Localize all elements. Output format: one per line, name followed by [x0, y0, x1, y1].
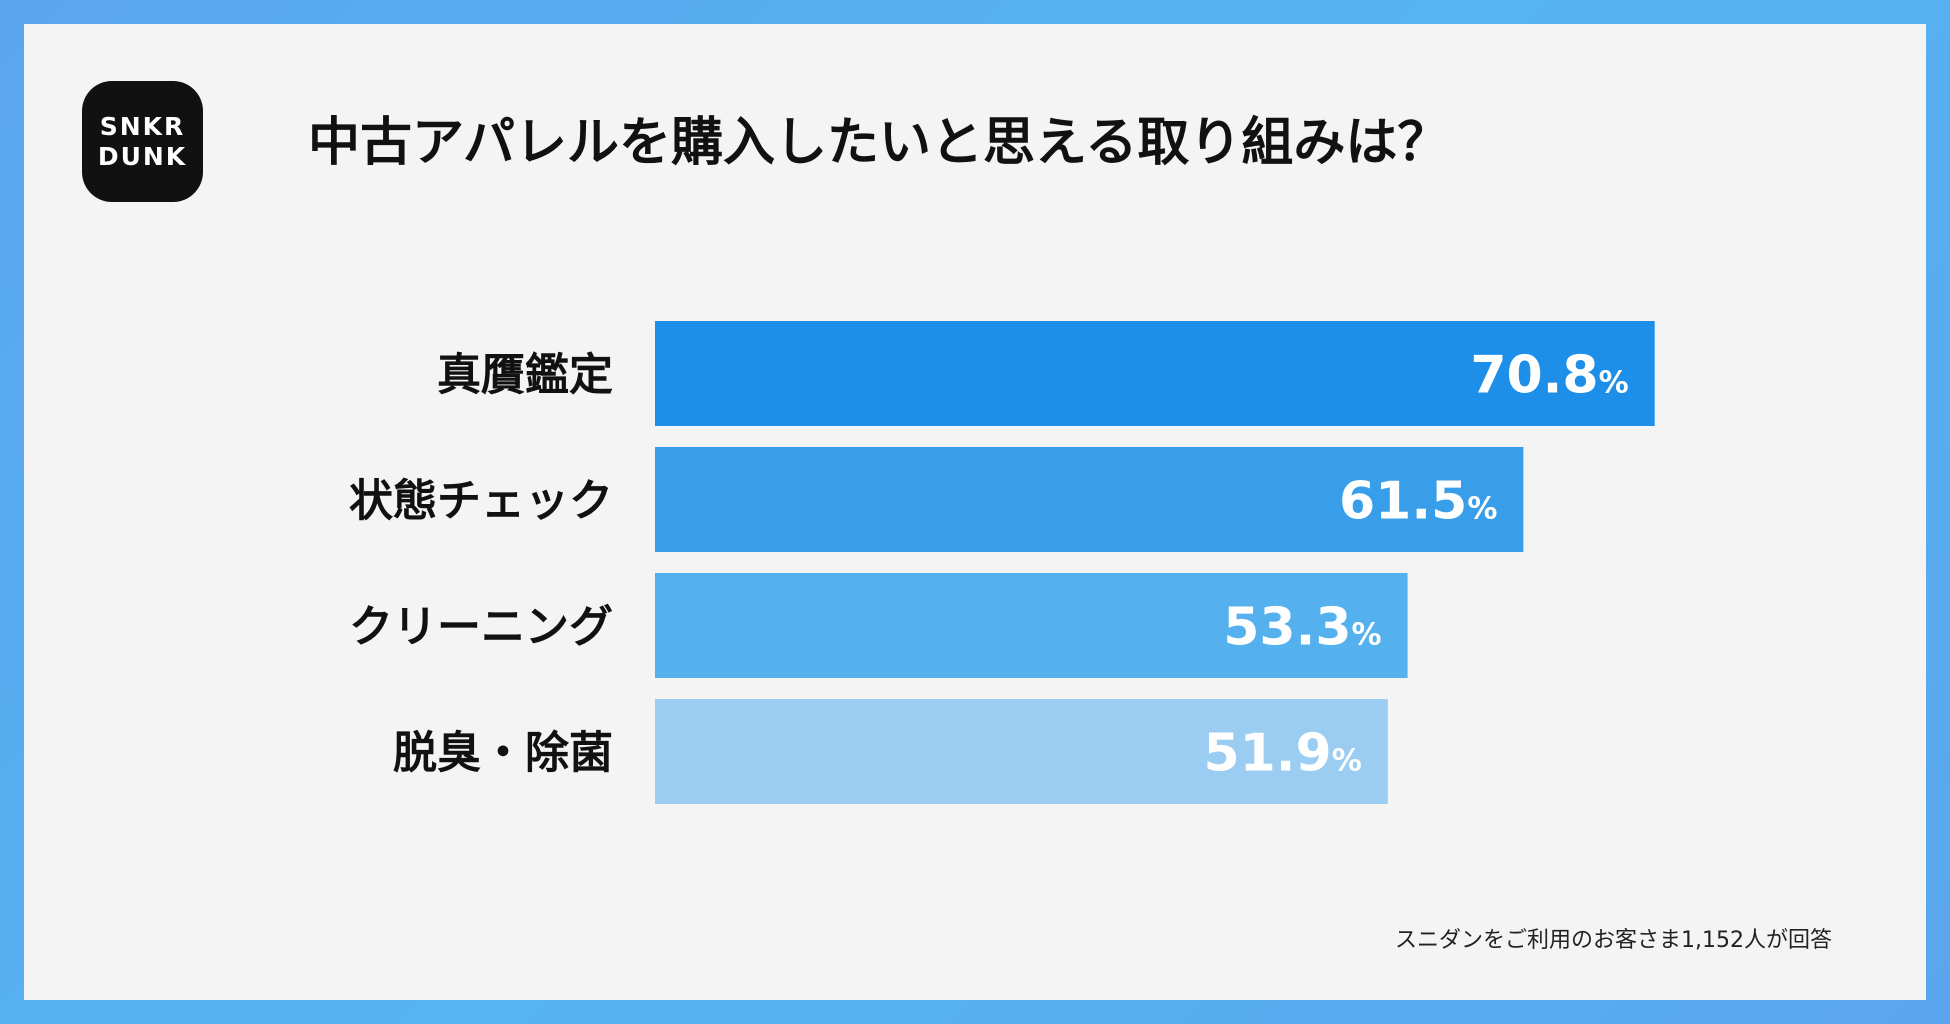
value-label-1: 70.8% — [1470, 346, 1628, 406]
survey-footnote: スニダンをご利用のお客さま1,152人が回答 — [1395, 928, 1832, 953]
chart-title: 中古アパレルを購入したいと思える取り組みは？ — [308, 113, 1450, 173]
bar-3 — [655, 573, 1408, 678]
category-label-2: 状態チェック — [349, 476, 613, 527]
logo-line-1: SNKR — [99, 111, 186, 141]
value-label-4: 51.9% — [1203, 724, 1361, 784]
category-label-3: クリーニング — [349, 602, 613, 653]
value-label-3: 53.3% — [1223, 598, 1381, 658]
bar-1 — [655, 321, 1655, 426]
snkrdunk-logo: SNKR DUNK — [82, 81, 203, 202]
category-label-1: 真贋鑑定 — [437, 350, 613, 401]
logo-line-2: DUNK — [97, 141, 188, 171]
bar-4 — [655, 699, 1388, 804]
value-label-2: 61.5% — [1339, 472, 1497, 532]
bar-2 — [655, 447, 1524, 552]
bar-chart: 真贋鑑定 70.8% 状態チェック 61.5% クリーニング 53.3% 脱臭・除菌 51.9… — [349, 321, 1655, 804]
chart-panel: SNKR DUNK 中古アパレルを購入したいと思える取り組みは？ 真贋鑑定 70.… — [24, 24, 1926, 1000]
category-label-4: 脱臭・除菌 — [393, 728, 613, 779]
